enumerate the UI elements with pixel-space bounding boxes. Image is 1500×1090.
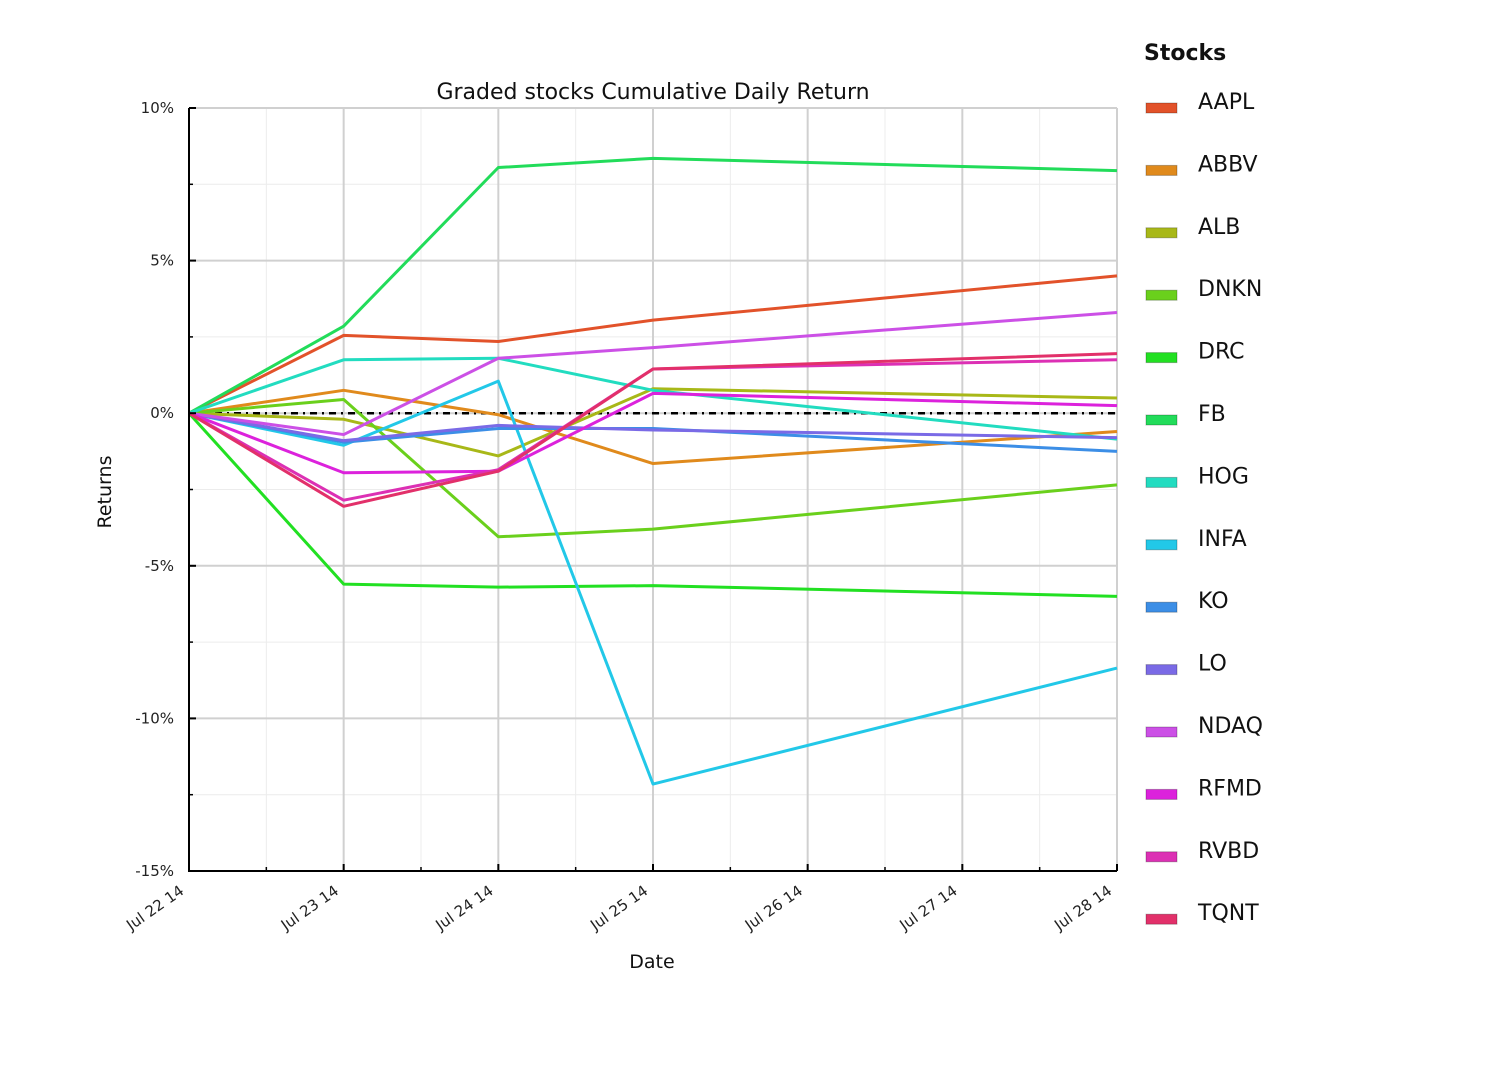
legend-swatch-hog: [1145, 476, 1178, 488]
legend-swatch-tqnt: [1145, 913, 1178, 925]
legend-label-tqnt: TQNT: [1197, 901, 1259, 926]
legend-label-rvbd: RVBD: [1198, 839, 1259, 864]
legend-swatch-alb: [1145, 227, 1178, 239]
y-tick-label: -10%: [135, 709, 174, 727]
series-line-dnkn: [188, 397, 1118, 539]
legend-label-lo: LO: [1198, 652, 1227, 677]
y-tick-label: 0%: [150, 404, 174, 422]
legend-swatch-ndaq: [1145, 726, 1178, 738]
series-line-abbv: [188, 388, 1118, 466]
y-tick-label: -5%: [145, 557, 174, 575]
legend-swatch-drc: [1145, 352, 1178, 364]
legend-swatch-dnkn: [1145, 289, 1178, 301]
axes: [188, 107, 1118, 872]
legend-swatch-fb: [1145, 414, 1178, 426]
legend: Stocks AAPL ABBV ALB DNKN DRC FB HOG INFA KO LO ND…: [1144, 41, 1263, 926]
series-line-ndaq: [188, 310, 1118, 437]
legend-label-alb: ALB: [1198, 215, 1240, 240]
y-tick-label: 5%: [150, 252, 174, 270]
series-line-aapl: [188, 274, 1118, 415]
y-tick-labels: 10% 5% 0% -5% -10% -15%: [135, 99, 174, 880]
legend-swatch-rvbd: [1145, 851, 1178, 863]
legend-label-abbv: ABBV: [1198, 152, 1258, 177]
legend-label-drc: DRC: [1198, 340, 1245, 365]
legend-label-infa: INFA: [1198, 527, 1247, 552]
series-line-fb: [188, 156, 1118, 415]
legend-label-ko: KO: [1198, 589, 1229, 614]
series-line-lo: [188, 411, 1118, 443]
legend-title: Stocks: [1144, 41, 1226, 66]
legend-swatch-abbv: [1145, 164, 1178, 176]
y-tick-label: -15%: [135, 862, 174, 880]
y-tick-label: 10%: [141, 99, 174, 117]
legend-swatch-rfmd: [1145, 788, 1178, 800]
legend-label-rfmd: RFMD: [1198, 776, 1262, 801]
y-axis-label: Returns: [94, 456, 116, 529]
chart-title: Graded stocks Cumulative Daily Return: [436, 80, 869, 105]
series-line-infa: [188, 379, 1118, 786]
legend-swatch-ko: [1145, 601, 1178, 613]
x-axis-label: Date: [629, 951, 674, 973]
series-lines: [187, 156, 1118, 786]
legend-label-ndaq: NDAQ: [1198, 714, 1263, 739]
series-line-drc: [187, 412, 1118, 598]
legend-label-dnkn: DNKN: [1198, 277, 1262, 302]
legend-label-aapl: AAPL: [1198, 90, 1255, 115]
legend-swatch-infa: [1145, 539, 1178, 551]
legend-label-fb: FB: [1198, 402, 1226, 427]
series-line-alb: [188, 387, 1118, 458]
legend-swatch-aapl: [1145, 102, 1178, 114]
legend-label-hog: HOG: [1198, 464, 1249, 489]
legend-swatch-lo: [1145, 664, 1178, 676]
series-line-tqnt: [188, 352, 1118, 508]
